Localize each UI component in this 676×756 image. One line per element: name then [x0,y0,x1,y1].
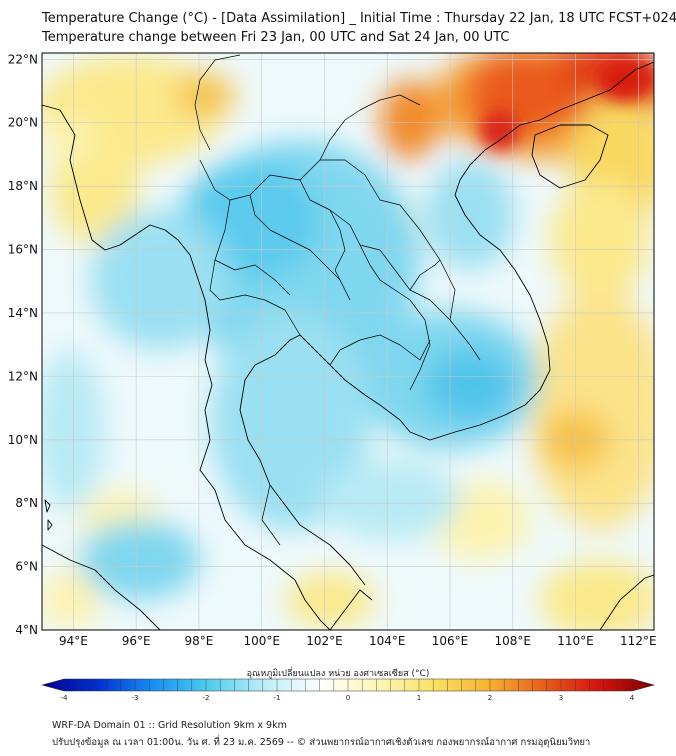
colorbar-tick-label: 0 [346,694,350,702]
admin-borders [194,54,481,546]
coastlines-and-borders [42,54,654,630]
chart-title-line-2: Temperature change between Fri 23 Jan, 0… [42,30,510,45]
colorbar-tick-label: -1 [274,694,281,702]
lon-tick-label: 98°E [184,634,213,648]
andaman-islands [44,499,53,531]
lat-tick-label: 8°N [15,496,38,510]
footer-model-info: WRF-DA Domain 01 :: Grid Resolution 9km … [52,720,287,731]
colorbar-tick-label: 2 [488,694,492,702]
colorbar-ticks: -4 -3 -2 -1 0 1 2 3 4 [61,679,635,702]
lon-tick-label: 94°E [59,634,88,648]
colorbar: -4 -3 -2 -1 0 1 2 3 4 [40,678,656,702]
lat-tick-label: 14°N [8,306,38,320]
latitude-labels: 22°N 20°N 18°N 16°N 14°N 12°N 10°N 8°N 6°N 4°N [8,52,38,637]
lon-tick-label: 110°E [557,634,594,648]
lat-tick-label: 20°N [8,116,38,130]
colorbar-tick-label: 1 [417,694,421,702]
colorbar-tick-label: -4 [61,694,69,702]
colorbar-tick-label: 3 [559,694,563,702]
borneo-coastline [599,574,654,630]
lon-tick-label: 104°E [369,634,406,648]
lon-tick-label: 108°E [495,634,532,648]
colorbar-tick-label: 4 [630,694,635,702]
footer-update-info: ปรับปรุงข้อมูล ณ เวลา 01:00น. วัน ศ. ที่… [52,737,591,748]
mainland-coastline [42,61,654,630]
lat-tick-label: 18°N [8,179,38,193]
graticule [42,53,654,631]
lat-tick-label: 6°N [15,560,38,574]
colorbar-tick-label: -3 [132,694,139,702]
colorbar-tick-label: -2 [203,694,210,702]
temperature-hotspots [480,58,654,150]
lon-tick-label: 96°E [122,634,151,648]
lon-tick-label: 106°E [432,634,469,648]
longitude-labels: 94°E 96°E 98°E 100°E 102°E 104°E 106°E 108°E 110… [59,634,657,648]
sumatra-coastline [42,544,161,630]
chart-title-line-1: Temperature Change (°C) - [Data Assimila… [42,11,676,26]
lon-tick-label: 112°E [620,634,657,648]
field-layer [42,53,654,630]
map-frame [41,52,655,631]
lon-tick-label: 102°E [306,634,343,648]
hainan-island [531,124,609,189]
lat-tick-label: 4°N [15,623,38,637]
lat-tick-label: 16°N [8,243,38,257]
lat-tick-label: 10°N [8,433,38,447]
lat-tick-label: 22°N [8,52,38,66]
colorbar-label: อุณหภูมิเปลี่ยนแปลง หน่วย องศาเซลเซียส (… [246,669,430,679]
lat-tick-label: 12°N [8,369,38,383]
lon-tick-label: 100°E [243,634,280,648]
